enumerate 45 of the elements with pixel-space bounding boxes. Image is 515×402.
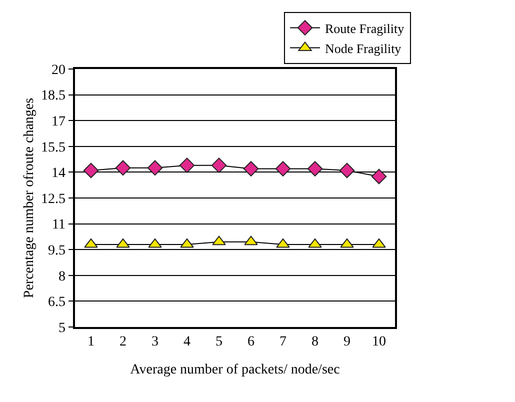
x-tick-label: 5 (216, 334, 222, 350)
point (307, 161, 323, 176)
y-tick-label: 8 (58, 269, 66, 284)
x-axis-title: Average number of packets/ node/sec (130, 362, 340, 378)
x-tick-label: 3 (152, 334, 158, 350)
y-tick-label: 15.5 (40, 140, 66, 156)
y-tick-label: 12.5 (40, 192, 66, 207)
point (148, 238, 162, 248)
point (371, 168, 387, 184)
x-tick-label: 2 (120, 334, 126, 350)
x-tick-label: 9 (344, 334, 350, 350)
y-tick-label: 5 (58, 320, 66, 336)
point (147, 160, 163, 176)
point (116, 238, 130, 248)
point (84, 238, 98, 248)
legend-label: Node Fragility (325, 40, 402, 56)
point (211, 158, 227, 173)
point (276, 238, 290, 248)
y-tick-label: 9.5 (48, 244, 66, 258)
point (340, 238, 354, 248)
x-tick-label: 10 (372, 334, 386, 350)
point (339, 162, 355, 178)
y-tick-label: 14 (51, 166, 66, 182)
point (243, 161, 259, 176)
x-tick-label: 6 (248, 334, 254, 350)
point (275, 161, 291, 176)
point (308, 238, 322, 248)
point (179, 158, 195, 173)
x-tick-label: 8 (312, 334, 318, 350)
point (212, 236, 226, 246)
y-tick-label: 18.5 (40, 88, 66, 104)
point (372, 238, 386, 248)
point (244, 236, 258, 246)
x-tick-label: 7 (280, 334, 286, 350)
x-tick-label: 4 (184, 334, 190, 350)
y-tick-label: 20 (51, 62, 66, 78)
y-tick-label: 17 (51, 114, 66, 130)
y-tick-label: 11 (52, 218, 66, 233)
y-tick-label: 6.5 (48, 295, 66, 310)
legend-label: Route Fragility (325, 20, 405, 36)
point (83, 162, 99, 178)
point (180, 238, 194, 248)
point (115, 160, 131, 176)
x-tick-label: 1 (88, 334, 94, 350)
y-axis-title: Percentage number ofroute changes (22, 98, 38, 298)
